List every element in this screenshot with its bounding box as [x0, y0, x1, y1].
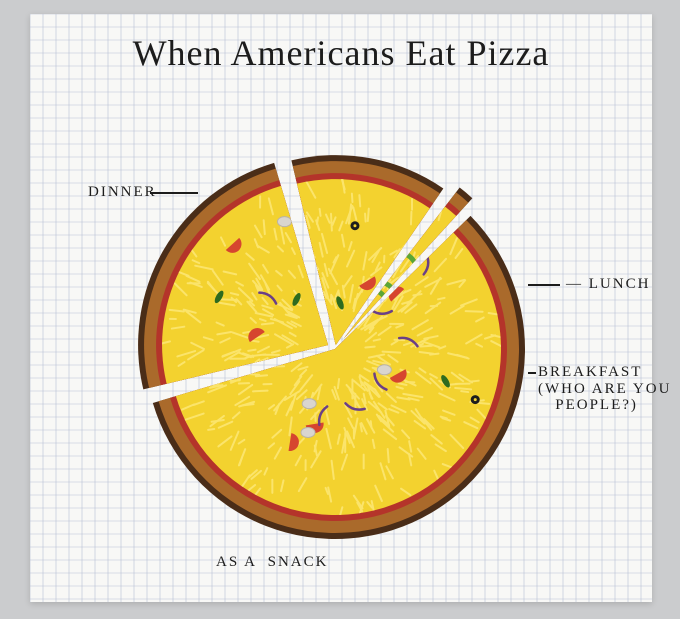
leader-breakfast — [528, 372, 536, 374]
graph-paper: When Americans Eat Pizza DINNER — LUNCH … — [30, 14, 652, 602]
label-lunch: — LUNCH — [566, 276, 650, 293]
pizza-pie-chart — [30, 14, 652, 602]
label-snack: AS A SNACK — [216, 554, 328, 571]
leader-lunch — [528, 284, 560, 286]
label-dinner: DINNER — [88, 184, 157, 201]
leader-dinner — [150, 192, 198, 194]
label-breakfast: BREAKFAST (WHO ARE YOU PEOPLE?) — [538, 364, 671, 414]
